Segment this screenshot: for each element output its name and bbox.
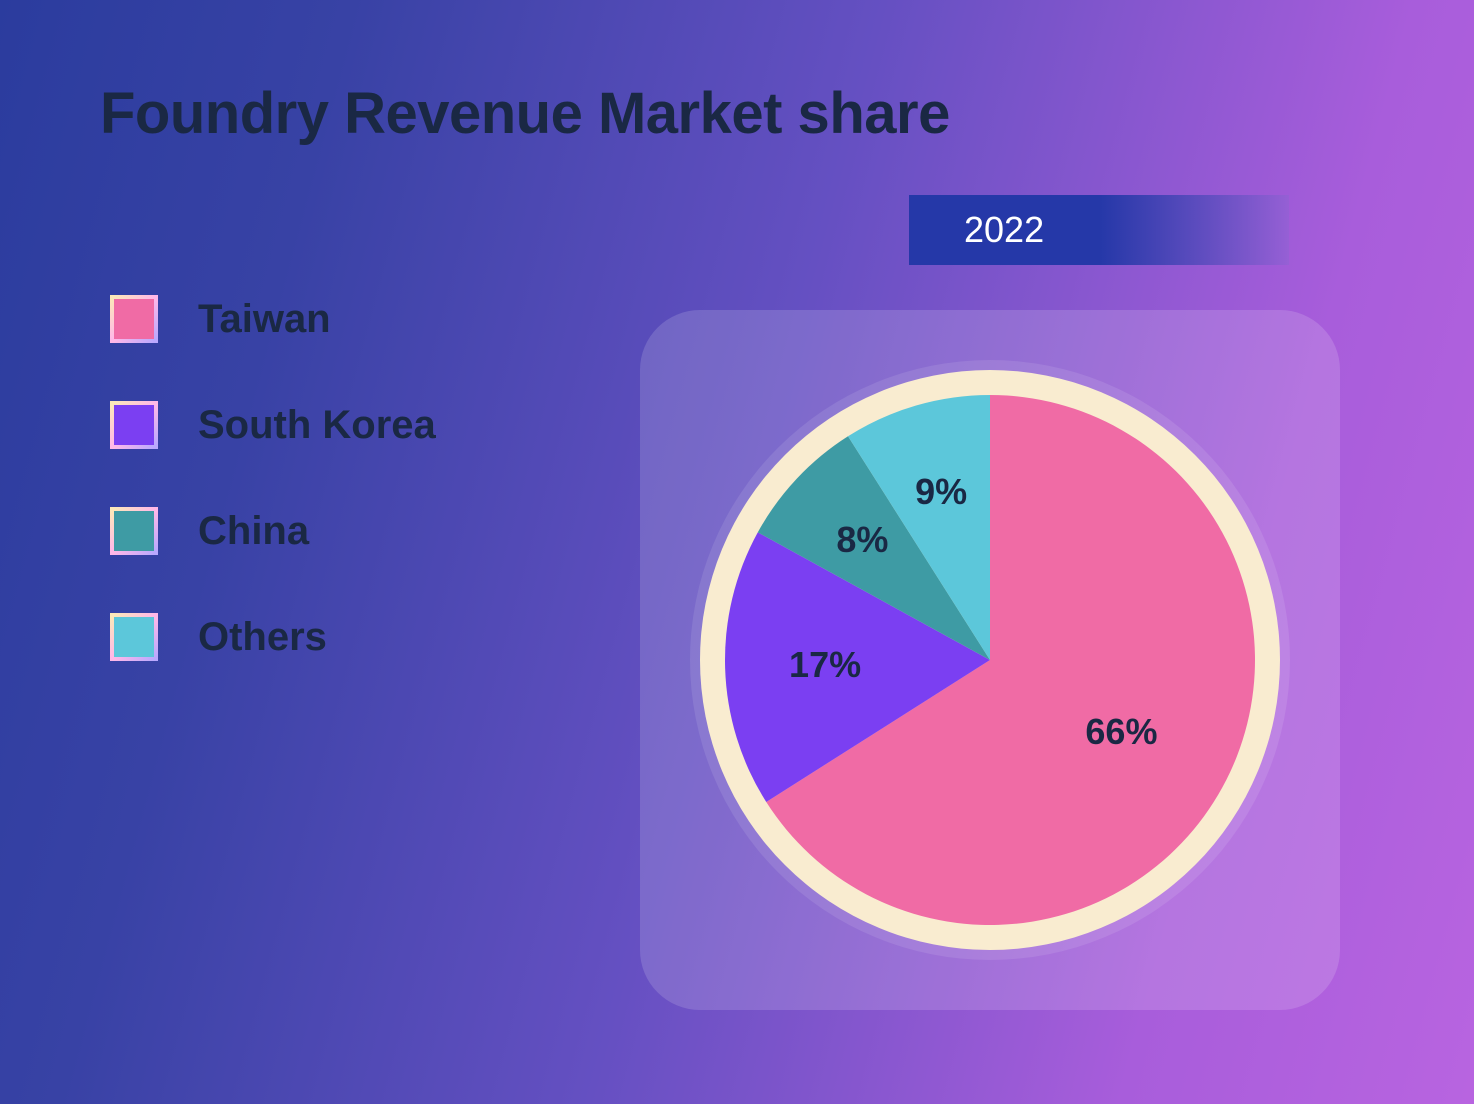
chart-panel: 66%17%8%9%	[640, 310, 1340, 1010]
legend-label-taiwan: Taiwan	[198, 297, 331, 342]
chart-title: Foundry Revenue Market share	[100, 80, 1374, 147]
legend-label-south-korea: South Korea	[198, 403, 436, 448]
swatch-china	[110, 507, 158, 555]
legend-item-china: China	[110, 507, 436, 555]
legend-item-others: Others	[110, 613, 436, 661]
swatch-south-korea	[110, 401, 158, 449]
legend-label-others: Others	[198, 615, 327, 660]
year-badge: 2022	[909, 195, 1289, 265]
pie-svg	[690, 360, 1290, 960]
year-text: 2022	[964, 209, 1044, 251]
legend-item-taiwan: Taiwan	[110, 295, 436, 343]
legend-item-south-korea: South Korea	[110, 401, 436, 449]
infographic-canvas: Foundry Revenue Market share 2022 Taiwan…	[0, 0, 1474, 1104]
legend-label-china: China	[198, 509, 309, 554]
legend: Taiwan South Korea China Others	[110, 295, 436, 661]
pie-chart: 66%17%8%9%	[690, 360, 1290, 960]
swatch-taiwan	[110, 295, 158, 343]
swatch-others	[110, 613, 158, 661]
